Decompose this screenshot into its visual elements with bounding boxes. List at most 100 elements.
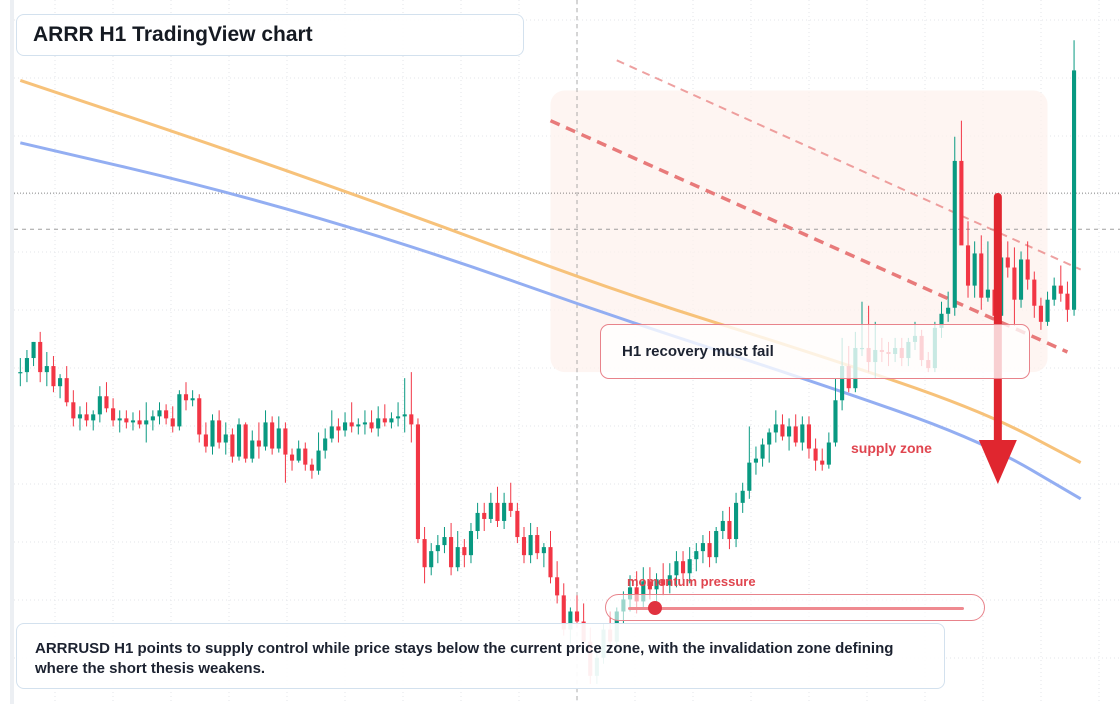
candle-down bbox=[482, 512, 487, 519]
candle-up bbox=[627, 587, 633, 600]
caption-card: ARRRUSD H1 points to supply control whil… bbox=[16, 623, 945, 689]
candle-down bbox=[283, 428, 288, 455]
candle-up bbox=[952, 160, 957, 308]
recovery-callout: H1 recovery must fail bbox=[600, 324, 1030, 379]
candle-up bbox=[787, 426, 792, 437]
supply-zone-label: supply zone bbox=[851, 440, 932, 456]
candle-down bbox=[965, 245, 971, 286]
candle-up bbox=[402, 414, 407, 417]
candle-up bbox=[1018, 259, 1024, 300]
resistance-line-lower bbox=[549, 119, 1069, 354]
candle-up bbox=[250, 440, 255, 459]
candle-down bbox=[111, 408, 116, 421]
candle-up bbox=[177, 394, 182, 427]
candle-down bbox=[1058, 285, 1063, 294]
candle-up bbox=[223, 434, 228, 443]
candle-down bbox=[256, 440, 261, 447]
candle-up bbox=[747, 462, 752, 491]
candle-down bbox=[71, 402, 76, 419]
candle-down bbox=[820, 460, 825, 465]
momentum-knob bbox=[647, 601, 662, 615]
candle-up bbox=[150, 416, 155, 421]
candle-down bbox=[289, 454, 295, 461]
candle-down bbox=[270, 422, 275, 449]
candle-up bbox=[236, 424, 242, 457]
candle-up bbox=[528, 535, 533, 556]
candle-up bbox=[541, 547, 546, 554]
candle-up bbox=[435, 545, 440, 552]
candle-up bbox=[356, 424, 361, 427]
candle-up bbox=[157, 410, 162, 417]
candle-down bbox=[508, 502, 513, 511]
candle-up bbox=[31, 341, 36, 359]
ema-fast-line bbox=[19, 79, 1082, 465]
candle-up bbox=[342, 422, 348, 431]
candle-up bbox=[316, 450, 321, 471]
caption-text: ARRRUSD H1 points to supply control whil… bbox=[35, 640, 894, 677]
candle-up bbox=[144, 420, 149, 425]
candle-down bbox=[197, 398, 202, 435]
candle-down bbox=[449, 537, 454, 568]
candle-down bbox=[555, 577, 560, 596]
candle-down bbox=[349, 422, 354, 427]
candle-up bbox=[753, 458, 759, 463]
candle-up bbox=[714, 531, 719, 558]
candle-up bbox=[840, 366, 845, 401]
candle-down bbox=[727, 520, 732, 540]
indicator-layer bbox=[19, 59, 1082, 501]
candle-down bbox=[230, 434, 235, 457]
candle-up bbox=[641, 581, 646, 602]
chart-title: ARRR H1 TradingView chart bbox=[33, 23, 313, 46]
candle-up bbox=[376, 418, 381, 429]
candle-up bbox=[276, 428, 281, 449]
candle-up bbox=[767, 432, 772, 445]
candle-down bbox=[170, 418, 175, 427]
candle-up bbox=[210, 420, 215, 447]
candle-up bbox=[91, 414, 96, 421]
candle-up bbox=[568, 611, 573, 630]
candle-up bbox=[654, 579, 659, 590]
candle-up bbox=[77, 414, 83, 419]
resistance-line-upper bbox=[616, 59, 1082, 271]
candle-down bbox=[1025, 259, 1030, 280]
candle-down bbox=[137, 420, 142, 425]
candle-up bbox=[760, 444, 765, 459]
candle-up bbox=[190, 398, 195, 401]
candle-down bbox=[1012, 267, 1017, 300]
candle-down bbox=[336, 426, 341, 431]
candle-up bbox=[263, 422, 268, 447]
momentum-gauge bbox=[605, 594, 985, 621]
candle-down bbox=[780, 424, 785, 437]
candle-up bbox=[674, 561, 679, 576]
chart-left-rail bbox=[10, 0, 14, 704]
candle-up bbox=[58, 378, 63, 387]
candle-up bbox=[734, 502, 739, 540]
candle-down bbox=[535, 535, 540, 554]
candle-up bbox=[826, 442, 831, 465]
candle-up bbox=[985, 289, 990, 298]
candle-up bbox=[687, 559, 692, 574]
candle-down bbox=[561, 595, 566, 630]
candle-up bbox=[468, 531, 474, 556]
overlay-layer bbox=[978, 193, 1017, 484]
bearish-arrow-head bbox=[978, 440, 1017, 484]
candle-down bbox=[806, 424, 812, 449]
candle-up bbox=[475, 512, 480, 532]
candle-down bbox=[203, 434, 208, 447]
candle-down bbox=[495, 502, 500, 521]
candle-up bbox=[720, 520, 725, 532]
candle-down bbox=[813, 448, 818, 461]
candle-down bbox=[51, 366, 56, 387]
candle-up bbox=[740, 490, 745, 503]
candle-up bbox=[396, 416, 401, 419]
candle-down bbox=[661, 579, 666, 586]
candle-up bbox=[323, 438, 328, 451]
candle-down bbox=[959, 160, 964, 246]
candle-down bbox=[369, 422, 374, 429]
recovery-callout-text: H1 recovery must fail bbox=[622, 343, 774, 360]
candle-up bbox=[694, 551, 699, 560]
candle-down bbox=[422, 539, 427, 568]
candle-down bbox=[84, 414, 89, 421]
candle-up bbox=[502, 502, 507, 521]
candle-up bbox=[939, 313, 944, 328]
